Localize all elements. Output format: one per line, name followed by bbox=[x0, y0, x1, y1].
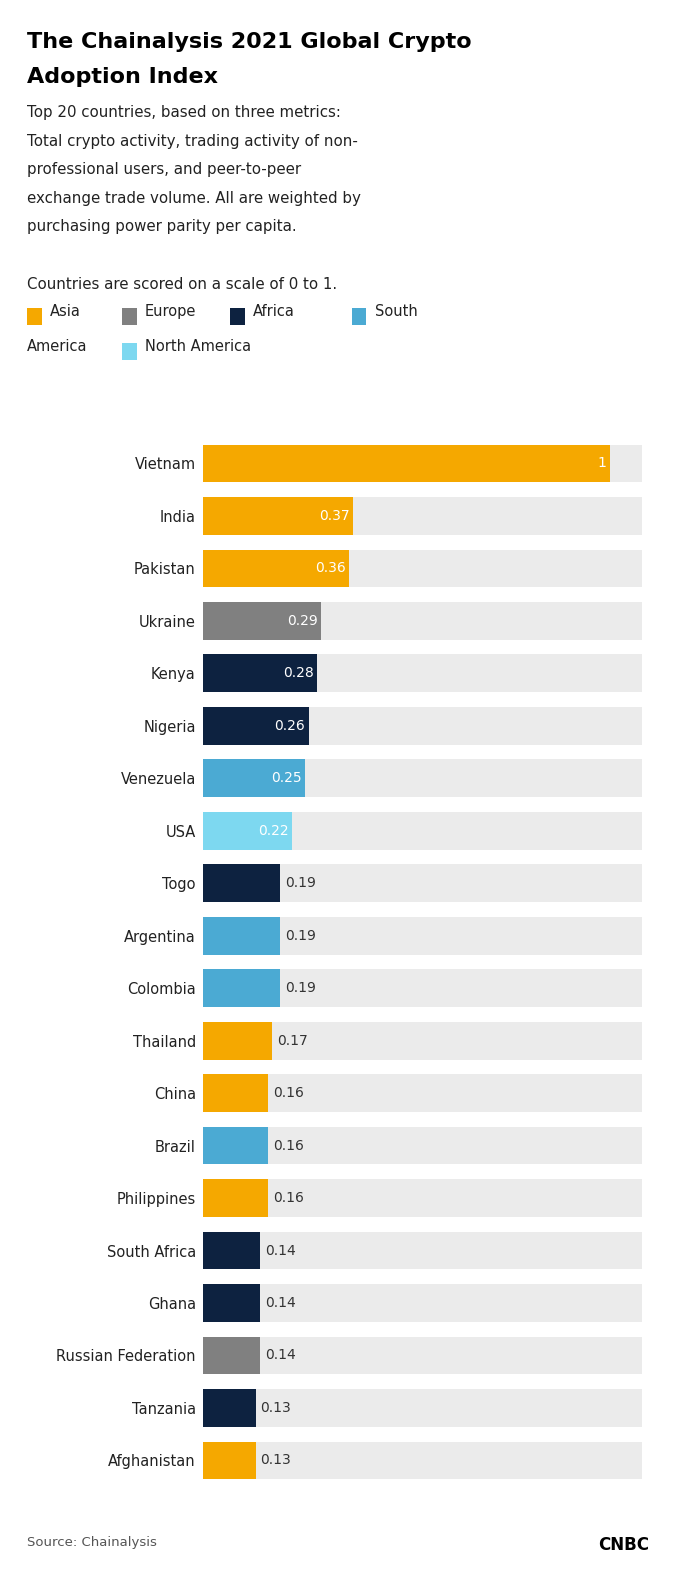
Bar bbox=[203, 1180, 642, 1216]
Bar bbox=[203, 1285, 260, 1321]
Bar bbox=[203, 708, 642, 744]
Bar bbox=[203, 655, 642, 692]
Text: 0.25: 0.25 bbox=[270, 771, 301, 785]
Text: 1: 1 bbox=[598, 456, 606, 471]
Bar bbox=[203, 655, 317, 692]
Bar bbox=[203, 1390, 642, 1426]
Text: 0.29: 0.29 bbox=[287, 614, 318, 628]
Text: 0.36: 0.36 bbox=[315, 561, 346, 576]
Text: professional users, and peer-to-peer: professional users, and peer-to-peer bbox=[27, 162, 301, 176]
Text: Total crypto activity, trading activity of non-: Total crypto activity, trading activity … bbox=[27, 134, 358, 148]
Text: America: America bbox=[27, 339, 87, 355]
Bar bbox=[203, 1075, 268, 1111]
Text: 0.16: 0.16 bbox=[273, 1086, 304, 1100]
Bar bbox=[203, 1337, 260, 1374]
Bar bbox=[203, 1337, 642, 1374]
Text: 0.16: 0.16 bbox=[273, 1138, 304, 1153]
Text: Source: Chainalysis: Source: Chainalysis bbox=[27, 1536, 157, 1549]
Bar bbox=[203, 917, 280, 954]
Bar bbox=[203, 445, 642, 482]
Text: Asia: Asia bbox=[50, 304, 81, 320]
Text: 0.37: 0.37 bbox=[320, 509, 350, 523]
Text: North America: North America bbox=[145, 339, 251, 355]
Text: Countries are scored on a scale of 0 to 1.: Countries are scored on a scale of 0 to … bbox=[27, 277, 337, 291]
Bar bbox=[203, 917, 642, 954]
Bar bbox=[203, 1285, 642, 1321]
Text: 0.14: 0.14 bbox=[264, 1296, 295, 1310]
Bar bbox=[203, 1390, 256, 1426]
Text: 0.13: 0.13 bbox=[260, 1401, 291, 1415]
Text: Africa: Africa bbox=[253, 304, 295, 320]
Bar bbox=[203, 760, 304, 797]
Bar bbox=[203, 1022, 642, 1059]
Text: 0.19: 0.19 bbox=[285, 981, 316, 995]
Text: 0.19: 0.19 bbox=[285, 929, 316, 943]
Bar bbox=[203, 1075, 642, 1111]
Text: 0.13: 0.13 bbox=[260, 1453, 291, 1468]
Text: Adoption Index: Adoption Index bbox=[27, 67, 218, 87]
Bar bbox=[203, 708, 308, 744]
Bar bbox=[203, 1022, 272, 1059]
Bar bbox=[203, 1232, 642, 1269]
Bar bbox=[203, 498, 642, 534]
Text: 0.14: 0.14 bbox=[264, 1243, 295, 1258]
Bar bbox=[203, 1442, 256, 1479]
Text: Top 20 countries, based on three metrics:: Top 20 countries, based on three metrics… bbox=[27, 105, 341, 119]
Bar bbox=[203, 1180, 268, 1216]
Bar bbox=[203, 603, 642, 639]
Bar bbox=[203, 1442, 642, 1479]
Bar bbox=[203, 603, 321, 639]
Bar bbox=[203, 812, 642, 849]
Text: 0.19: 0.19 bbox=[285, 876, 316, 890]
Text: 0.26: 0.26 bbox=[274, 719, 306, 733]
Text: exchange trade volume. All are weighted by: exchange trade volume. All are weighted … bbox=[27, 191, 361, 205]
Bar bbox=[203, 865, 280, 902]
Bar bbox=[203, 498, 354, 534]
Bar bbox=[203, 1127, 642, 1164]
Bar bbox=[203, 1127, 268, 1164]
Text: 0.16: 0.16 bbox=[273, 1191, 304, 1205]
Bar bbox=[203, 760, 642, 797]
Bar bbox=[203, 550, 349, 587]
Text: Europe: Europe bbox=[145, 304, 196, 320]
Text: purchasing power parity per capita.: purchasing power parity per capita. bbox=[27, 219, 297, 234]
Bar bbox=[203, 970, 642, 1006]
Bar bbox=[203, 550, 642, 587]
Bar bbox=[203, 812, 292, 849]
Text: The Chainalysis 2021 Global Crypto: The Chainalysis 2021 Global Crypto bbox=[27, 32, 472, 52]
Bar bbox=[203, 865, 642, 902]
Bar bbox=[203, 445, 610, 482]
Bar bbox=[203, 1232, 260, 1269]
Text: 0.14: 0.14 bbox=[264, 1348, 295, 1363]
Text: CNBC: CNBC bbox=[598, 1536, 649, 1555]
Text: South: South bbox=[375, 304, 417, 320]
Text: 0.17: 0.17 bbox=[277, 1034, 308, 1048]
Text: 0.22: 0.22 bbox=[258, 824, 289, 838]
Text: 0.28: 0.28 bbox=[283, 666, 314, 681]
Bar bbox=[203, 970, 280, 1006]
